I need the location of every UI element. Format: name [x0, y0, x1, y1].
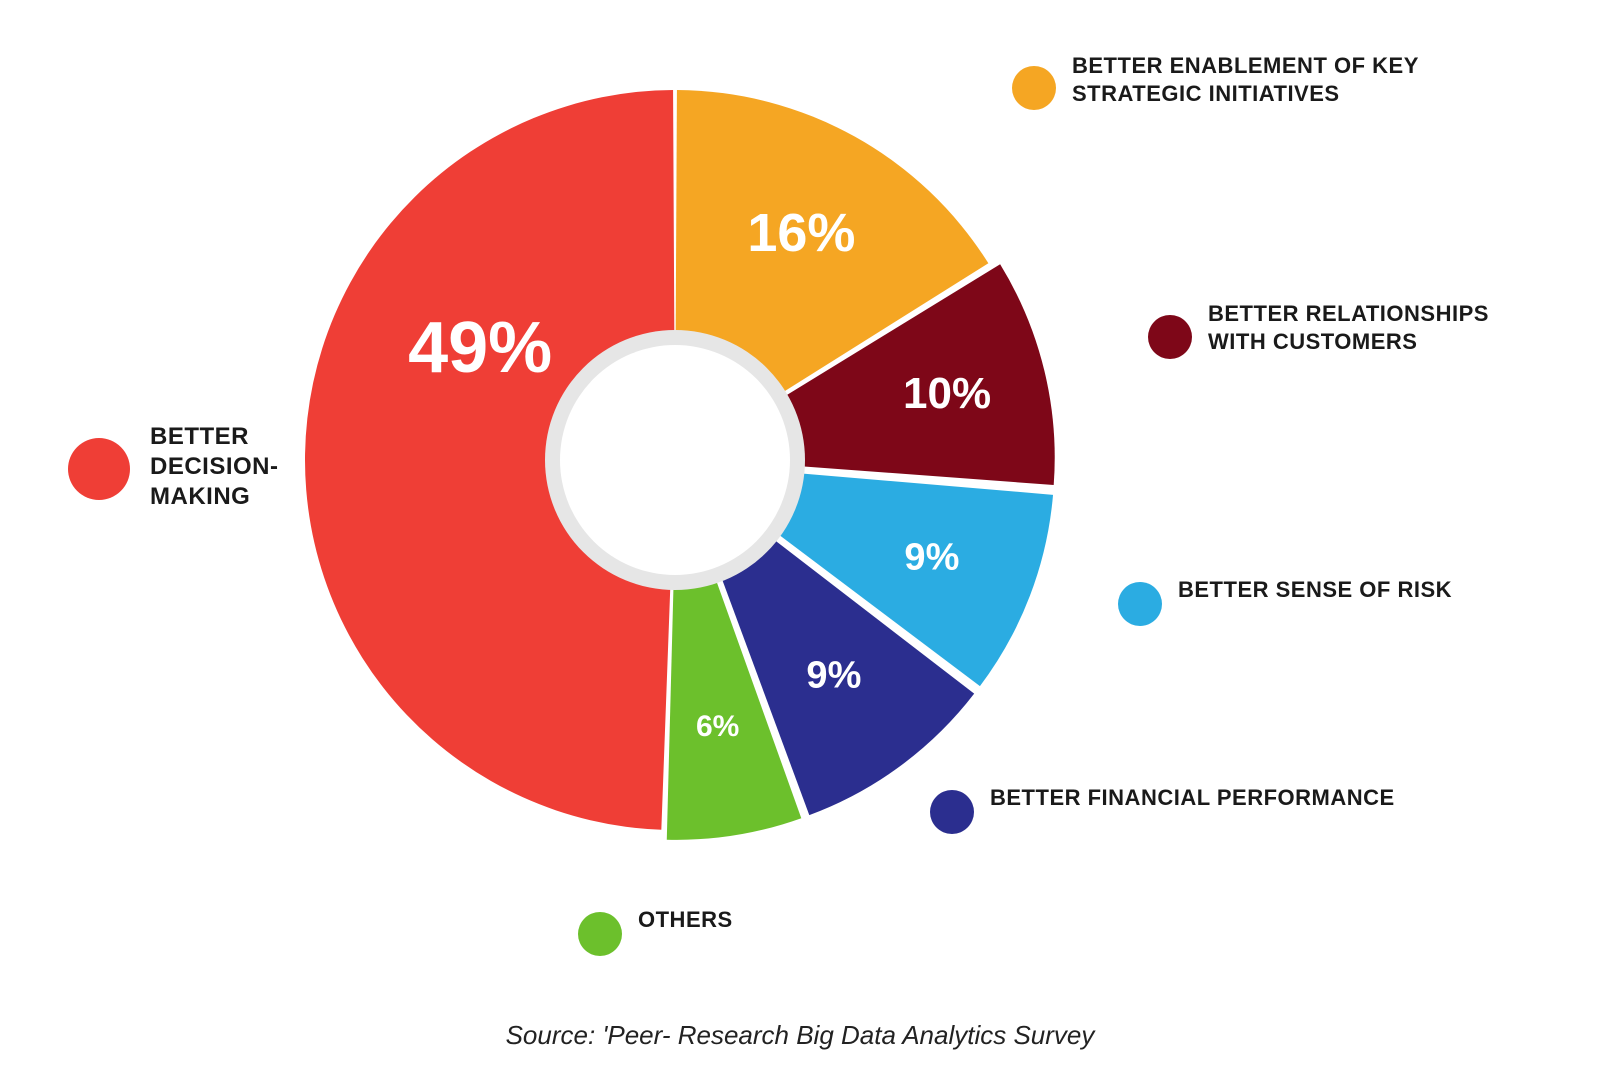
- slice-value-financial-performance: 9%: [806, 654, 861, 697]
- legend-dot-sense-of-risk: [1118, 582, 1162, 626]
- source-citation: Source: 'Peer- Research Big Data Analyti…: [0, 1020, 1600, 1051]
- legend-dot-customer-relationships: [1148, 315, 1192, 359]
- slice-value-decision-making: 49%: [408, 307, 552, 389]
- legend-label-customer-relationships: BETTER RELATIONSHIPSWITH CUSTOMERS: [1208, 300, 1528, 355]
- legend-dot-decision-making: [68, 438, 130, 500]
- legend-label-decision-making: BETTER DECISION-MAKING: [150, 422, 370, 512]
- slice-value-sense-of-risk: 9%: [904, 537, 959, 580]
- legend-label-strategic-initiatives: BETTER ENABLEMENT OF KEYSTRATEGIC INITIA…: [1072, 52, 1452, 107]
- slice-value-customer-relationships: 10%: [903, 369, 991, 419]
- legend-dot-financial-performance: [930, 790, 974, 834]
- legend-label-others: OTHERS: [638, 906, 838, 934]
- donut-hole: [560, 345, 790, 575]
- slice-value-strategic-initiatives: 16%: [747, 202, 855, 264]
- legend-dot-strategic-initiatives: [1012, 66, 1056, 110]
- donut-chart-container: 16% 10% 9% 9% 6% 49% BETTER ENABLEMENT OF KEYS…: [0, 0, 1600, 1083]
- legend-label-sense-of-risk: BETTER SENSE OF RISK: [1178, 576, 1498, 604]
- slice-value-others: 6%: [696, 710, 739, 744]
- legend-dot-others: [578, 912, 622, 956]
- legend-label-financial-performance: BETTER FINANCIAL PERFORMANCE: [990, 784, 1410, 812]
